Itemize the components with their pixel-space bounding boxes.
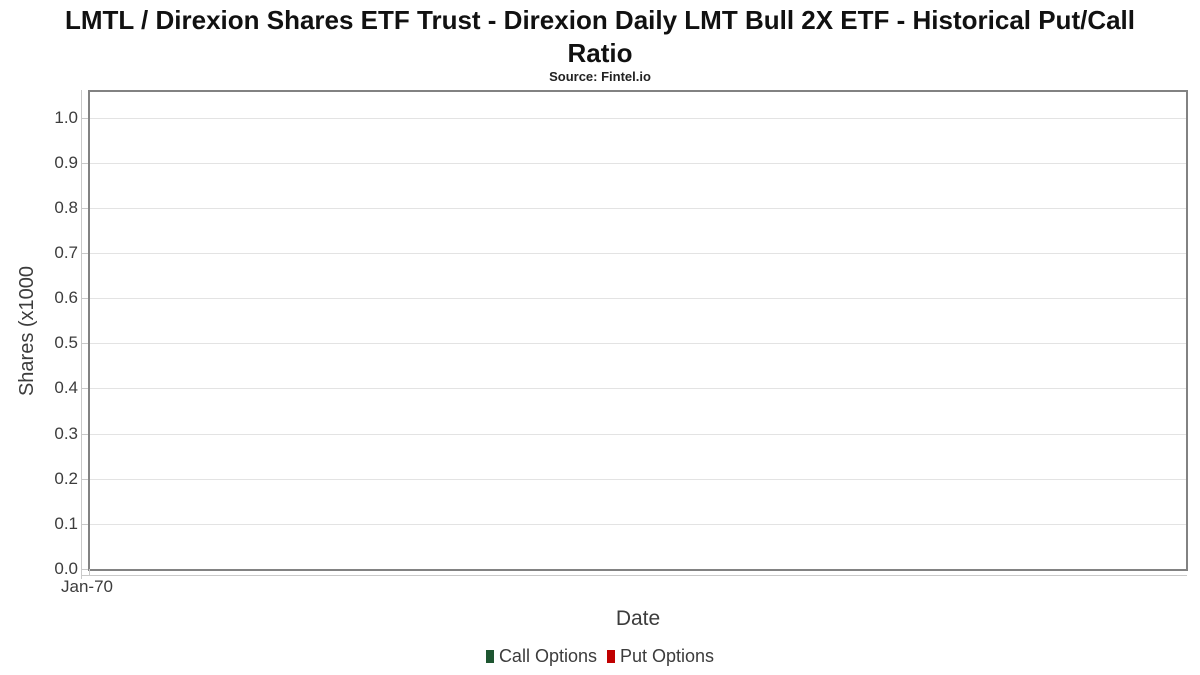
legend-label: Call Options	[498, 646, 597, 666]
y-axis-tick	[81, 569, 88, 570]
y-axis-tick	[81, 117, 88, 119]
x-axis-tick	[89, 569, 90, 575]
y-axis-tick-label: 0.9	[54, 152, 78, 172]
y-axis-tick	[81, 207, 88, 209]
gridline	[90, 523, 1186, 525]
gridline	[90, 343, 1186, 345]
y-axis-tick-label: 0.2	[54, 468, 78, 488]
legend-item-call-options: Call Options	[485, 646, 597, 667]
plot-area	[81, 90, 1188, 579]
gridline	[90, 207, 1186, 209]
chart-subtitle: Source: Fintel.io	[549, 69, 651, 84]
y-axis-tick-label: 0.5	[54, 333, 78, 353]
y-axis-title: Shares (x1000	[16, 265, 38, 397]
gridline	[90, 253, 1186, 255]
y-axis-tick	[81, 298, 88, 300]
y-axis-tick-label: 0.1	[54, 513, 78, 533]
put-options-swatch-icon	[606, 650, 615, 663]
y-axis-tick	[81, 343, 88, 345]
gridline	[90, 478, 1186, 480]
chart-title-text: LMTL / Direxion Shares ETF Trust - Direx…	[64, 5, 1136, 68]
y-axis-tick-label: 0.6	[54, 288, 78, 308]
y-axis-tick-label: 0.7	[54, 243, 78, 263]
call-options-swatch-icon	[485, 650, 494, 663]
gridline	[90, 433, 1186, 435]
gridline	[90, 388, 1186, 390]
gridline	[90, 162, 1186, 164]
legend-item-put-options: Put Options	[606, 646, 715, 667]
y-axis-tick-label: 0.8	[54, 197, 78, 217]
x-axis-title: Date	[615, 607, 661, 630]
y-axis-tick	[81, 478, 88, 480]
y-axis-tick-label: 0.0	[54, 559, 78, 578]
y-axis-tick-label: 0.3	[54, 423, 78, 443]
y-axis-tick-labels: 0.0 0.1 0.2 0.3 0.4 0.5 0.6 0.7 0.8 0.9 1.0	[0, 90, 80, 578]
x-axis-tick-label: Jan-70	[61, 577, 113, 596]
y-axis-tick	[81, 388, 88, 390]
gridline	[90, 117, 1186, 119]
y-axis-tick-label: 0.4	[54, 378, 78, 398]
y-axis-tick	[81, 162, 88, 164]
y-axis-tick	[81, 433, 88, 435]
y-axis-tick-label: 1.0	[54, 107, 78, 127]
gridline	[90, 298, 1186, 300]
y-axis-line	[81, 90, 82, 579]
legend-label: Put Options	[619, 646, 715, 666]
legend: Call Options Put Options	[0, 646, 1200, 667]
x-axis-line	[81, 575, 1187, 576]
y-axis-tick	[81, 523, 88, 525]
y-axis-tick	[81, 253, 88, 255]
chart-title: LMTL / Direxion Shares ETF Trust - Direx…	[0, 4, 1200, 70]
